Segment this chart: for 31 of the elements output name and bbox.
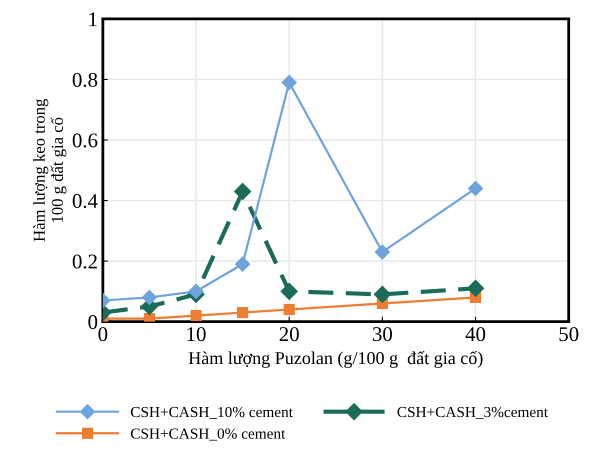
x-tick-label: 50 — [559, 327, 578, 342]
y-tick-label: 0 — [88, 315, 98, 330]
legend-label: CSH+CASH_3%cement — [397, 406, 548, 420]
point — [374, 286, 391, 303]
point — [468, 180, 484, 196]
x-tick-label: 10 — [187, 327, 206, 342]
point — [374, 244, 390, 260]
x-tick-label: 20 — [280, 327, 299, 342]
x-tick-label: 40 — [466, 327, 486, 342]
point — [144, 313, 155, 322]
point — [235, 256, 250, 272]
legend-label: CSH+CASH_0% cement — [130, 428, 286, 441]
y-tick-label: 0.2 — [72, 254, 97, 269]
x-axis-title: Hàm lượng Puzolan (g/100 g đất gia cố) — [188, 350, 483, 368]
point — [190, 310, 202, 322]
x-tick-label: 0 — [98, 327, 108, 342]
legend-label: CSH+CASH_10% cement — [130, 406, 293, 420]
y-axis-title: Hàm lượng keo trong 100 g đất gia cố — [33, 98, 66, 242]
y-tick-label: 0.8 — [72, 72, 98, 87]
point — [234, 182, 252, 200]
y-tick-label: 0.4 — [72, 194, 98, 208]
point — [142, 290, 158, 305]
point — [466, 280, 484, 297]
point — [280, 282, 298, 300]
point — [282, 74, 297, 90]
point — [284, 304, 295, 316]
y-tick-label: 1 — [89, 12, 97, 26]
point — [237, 307, 248, 318]
point — [188, 284, 204, 299]
x-tick-label: 30 — [372, 327, 392, 342]
y-tick-label: 0.6 — [72, 133, 98, 148]
